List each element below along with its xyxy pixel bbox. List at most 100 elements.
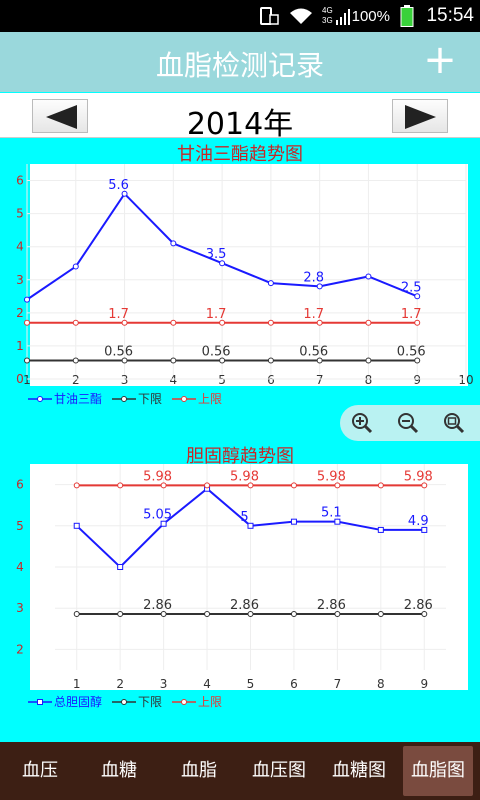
network-type-top: 4G — [322, 6, 333, 15]
data-label: 2.5 — [401, 280, 422, 295]
wifi-icon — [290, 8, 312, 24]
data-point — [421, 482, 428, 489]
battery-percent: 100% — [351, 8, 390, 25]
legend-marker — [37, 396, 43, 402]
data-point — [377, 526, 384, 533]
x-tick-label: 10 — [458, 373, 473, 387]
data-point — [73, 482, 80, 489]
data-point — [377, 610, 384, 617]
tab-blood-lipid-chart[interactable]: 血脂图 — [403, 746, 473, 796]
data-point — [316, 357, 323, 364]
data-point — [72, 319, 79, 326]
data-label: 5.98 — [143, 469, 172, 484]
previous-year-button[interactable] — [32, 99, 88, 133]
data-point — [170, 357, 177, 364]
legend-marker — [181, 396, 187, 402]
y-tick-label: 0 — [16, 372, 24, 386]
tab-blood-lipid[interactable]: 血脂 — [181, 760, 217, 781]
x-tick-label: 3 — [121, 373, 129, 387]
tab-blood-pressure-chart[interactable]: 血压图 — [252, 760, 306, 781]
data-point — [290, 610, 297, 617]
data-point — [421, 610, 428, 617]
zoom-controls — [340, 405, 480, 441]
y-tick-label: 5 — [16, 207, 24, 221]
data-label: 5.05 — [143, 508, 172, 523]
data-point — [73, 522, 80, 529]
x-tick-label: 2 — [72, 373, 80, 387]
data-point — [316, 283, 323, 290]
data-label: 2.86 — [143, 598, 172, 613]
data-label: 0.56 — [397, 344, 426, 359]
year-label: 2014年 — [186, 107, 294, 142]
data-label: 3.5 — [206, 247, 227, 262]
data-point — [267, 280, 274, 287]
data-point — [73, 610, 80, 617]
y-tick-label: 2 — [16, 642, 24, 656]
battery-icon — [400, 5, 414, 27]
x-tick-label: 7 — [334, 677, 342, 691]
x-tick-label: 4 — [203, 677, 211, 691]
legend-label: 甘油三酯 — [54, 392, 102, 406]
data-point — [24, 319, 30, 326]
data-point — [247, 482, 254, 489]
tab-blood-pressure[interactable]: 血压 — [22, 760, 58, 781]
y-tick-label: 3 — [16, 273, 24, 287]
data-point — [247, 522, 254, 529]
data-point — [334, 610, 341, 617]
x-tick-label: 7 — [316, 373, 324, 387]
data-point — [377, 482, 384, 489]
next-year-button[interactable] — [392, 99, 448, 133]
data-point — [414, 319, 421, 326]
data-point — [290, 482, 297, 489]
data-point — [160, 520, 167, 527]
zoom-in-button[interactable] — [348, 409, 376, 437]
x-tick-label: 1 — [73, 677, 81, 691]
data-label: 0.56 — [299, 344, 328, 359]
x-tick-label: 4 — [170, 373, 178, 387]
legend-marker — [181, 699, 187, 705]
bottom-tab-bar: 血压 血糖 血脂 血压图 血糖图 血脂图 — [0, 742, 480, 800]
data-point — [117, 610, 124, 617]
zoom-out-button[interactable] — [394, 409, 422, 437]
tab-blood-sugar-chart[interactable]: 血糖图 — [332, 760, 386, 781]
data-label: 1.7 — [206, 307, 227, 322]
legend-label: 上限 — [198, 392, 222, 406]
legend-label: 上限 — [198, 695, 222, 709]
chart-title: 胆固醇趋势图 — [186, 446, 294, 467]
data-label: 2.8 — [303, 270, 324, 285]
data-label: 2.86 — [404, 598, 433, 613]
data-label: 0.56 — [202, 344, 231, 359]
arrow-left-icon — [46, 105, 77, 129]
cholesterol-plot: 1 2 3 4 5 6 7 8 9 2 3 4 5 6 5.05 5 5.1 4.9 2.86 2.86 2.86 2.8… — [16, 464, 468, 709]
x-tick-label: 8 — [377, 677, 385, 691]
legend-label: 下限 — [138, 695, 162, 709]
data-label: 5.98 — [230, 469, 259, 484]
x-tick-label: 3 — [160, 677, 168, 691]
plot-background — [30, 464, 468, 690]
data-label: 5.98 — [317, 469, 346, 484]
x-tick-label: 2 — [116, 677, 124, 691]
x-tick-label: 5 — [218, 373, 226, 387]
screenshot-icon — [260, 7, 279, 25]
data-point — [219, 357, 226, 364]
data-point — [334, 518, 341, 525]
data-point — [121, 190, 128, 197]
legend-marker — [121, 396, 127, 402]
y-tick-label: 5 — [16, 519, 24, 533]
data-point — [160, 610, 167, 617]
clock: 15:54 — [426, 5, 474, 26]
x-tick-label: 8 — [365, 373, 373, 387]
data-label: 1.7 — [108, 307, 129, 322]
chart-title: 甘油三酯趋势图 — [177, 144, 303, 165]
data-point — [421, 526, 428, 533]
page-title: 血脂检测记录 — [155, 49, 324, 82]
triglyceride-chart: 甘油三酯趋势图 1 2 3 4 5 6 7 8 9 10 0 1 2 3 4 5 6 5.6 3.5 2.8 2.5 0.… — [0, 138, 480, 410]
add-record-button[interactable]: + — [423, 37, 457, 83]
zoom-reset-button[interactable] — [440, 409, 468, 437]
data-point — [316, 319, 323, 326]
x-tick-label: 9 — [413, 373, 421, 387]
cholesterol-chart: 胆固醇趋势图 1 2 3 4 5 6 7 8 9 2 3 4 5 6 5.05 5 5.1 4.9 2.86 2.86… — [0, 440, 480, 740]
data-point — [204, 482, 211, 489]
x-tick-label: 6 — [290, 677, 298, 691]
tab-blood-sugar[interactable]: 血糖 — [101, 760, 137, 781]
